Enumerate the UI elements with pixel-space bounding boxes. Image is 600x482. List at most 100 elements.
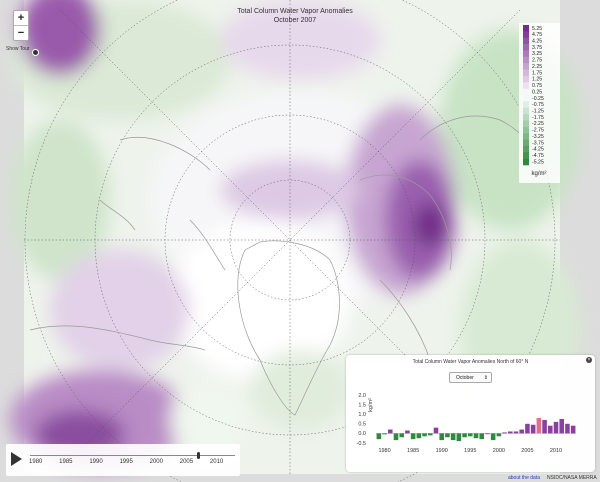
anomaly-bar[interactable] [433, 427, 439, 434]
tour-toggle-icon[interactable] [32, 49, 39, 56]
x-tick-label: 1985 [407, 448, 419, 454]
anomaly-bar[interactable] [513, 431, 519, 434]
y-tick-label: -0.5 [357, 441, 366, 447]
legend-label: 4.75 [532, 32, 542, 38]
legend-swatch [523, 63, 529, 70]
legend-swatch [523, 56, 529, 64]
legend-swatch [523, 158, 529, 166]
x-tick-label: 2010 [550, 448, 562, 454]
credit-text: NSIDC/NASA MERRA [547, 475, 597, 481]
anomaly-bar[interactable] [428, 433, 433, 436]
coastlines [29, 115, 546, 416]
anomaly-bar[interactable] [490, 433, 496, 441]
x-tick-label: 2000 [493, 448, 505, 454]
anomaly-bar[interactable] [485, 433, 490, 435]
legend-swatch [523, 114, 529, 121]
anomaly-bar[interactable] [502, 432, 507, 434]
legend-label: 2.25 [532, 64, 542, 70]
anomaly-bar[interactable] [548, 425, 553, 434]
close-icon[interactable]: × [586, 357, 592, 363]
color-legend: 5.254.754.253.753.252.752.251.751.250.75… [519, 23, 560, 183]
map-title-block: Total Column Water Vapor Anomalies Octob… [160, 7, 430, 25]
month-select-value: October [456, 375, 474, 381]
anomaly-bar[interactable] [410, 433, 416, 440]
legend-swatch [523, 107, 529, 115]
map-subtitle: October 2007 [273, 17, 317, 24]
anomaly-bar[interactable] [473, 433, 479, 439]
anomaly-bar[interactable] [416, 433, 422, 439]
map-title: Total Column Water Vapor Anomalies [237, 8, 353, 15]
anomaly-bar[interactable] [496, 433, 502, 437]
anomaly-bar[interactable] [536, 418, 542, 434]
legend-swatch [523, 126, 529, 134]
anomaly-bar[interactable] [553, 421, 559, 434]
anomaly-bar[interactable] [525, 423, 530, 434]
anomaly-bar[interactable] [422, 433, 427, 437]
legend-label: 4.25 [532, 39, 542, 45]
anomaly-bar[interactable] [405, 430, 410, 434]
anomaly-bar[interactable] [570, 425, 576, 434]
legend-label: -5.25 [532, 159, 544, 165]
legend-unit: kg/m² [531, 171, 547, 177]
anomaly-bar[interactable] [565, 423, 570, 434]
zoom-out-button[interactable]: − [17, 27, 25, 39]
y-axis-label: kg/m² [368, 398, 374, 412]
play-icon[interactable] [11, 452, 22, 466]
anomaly-bar[interactable] [508, 431, 513, 434]
anomaly-bar[interactable] [462, 433, 467, 438]
show-tour-link[interactable]: Show Tour [6, 46, 30, 52]
legend-label: -1.75 [532, 115, 544, 121]
legend-label: 5.25 [532, 26, 542, 32]
legend-label: -0.25 [532, 96, 544, 102]
anomaly-bar[interactable] [445, 433, 450, 438]
anomaly-bar[interactable] [388, 429, 393, 434]
month-select[interactable]: October ⇕ [449, 372, 492, 383]
anomaly-bar[interactable] [439, 433, 444, 441]
anomaly-bar[interactable] [376, 433, 382, 440]
legend-swatch [523, 31, 529, 39]
zoom-in-button[interactable]: + [14, 11, 28, 26]
legend-label: 0.75 [532, 83, 542, 89]
timeline-year-label: 1990 [89, 459, 103, 465]
legend-label: 1.25 [532, 77, 542, 83]
anomaly-bar[interactable] [519, 429, 524, 434]
timeline-year-label: 1995 [119, 459, 133, 465]
legend-swatch [523, 37, 529, 45]
legend-swatch [523, 120, 529, 128]
timeline: 1980 1985 1990 1995 2000 2005 2010 [6, 444, 240, 476]
anomaly-bar[interactable] [530, 424, 536, 434]
legend-swatch [523, 69, 529, 77]
anomaly-bar[interactable] [456, 433, 462, 442]
y-tick-label: 0.0 [358, 431, 366, 437]
about-data-link[interactable]: about the data [508, 475, 540, 481]
timeline-year-label: 1980 [29, 459, 43, 465]
anomaly-bar[interactable] [399, 433, 404, 438]
legend-label: -4.75 [532, 153, 544, 159]
anomaly-bar[interactable] [559, 419, 564, 434]
zoom-control: + − [13, 10, 29, 41]
anomaly-bar[interactable] [479, 433, 484, 440]
anomaly-bar[interactable] [450, 433, 456, 441]
legend-swatch [523, 44, 529, 51]
y-tick-label: 0.5 [358, 422, 366, 428]
timeline-year-label: 2005 [179, 459, 194, 465]
legend-swatch [523, 82, 529, 89]
x-tick-label: 2005 [521, 448, 533, 454]
legend-label: -1.25 [532, 109, 544, 115]
anomaly-bar[interactable] [468, 433, 473, 437]
legend-swatch [523, 95, 529, 102]
timeline-track[interactable] [30, 455, 235, 456]
legend-label: -4.25 [532, 147, 544, 153]
legend-label: 2.75 [532, 58, 542, 64]
timeline-year-label: 2010 [209, 459, 224, 465]
timeline-year-label: 2000 [149, 459, 163, 465]
graticule [24, 0, 560, 482]
timeline-thumb[interactable] [197, 452, 201, 459]
x-tick-label: 1995 [464, 448, 476, 454]
anomaly-bar[interactable] [542, 419, 547, 434]
anomaly-bar[interactable] [393, 433, 399, 441]
legend-swatch [523, 25, 529, 32]
y-tick-label: 2.0 [358, 393, 366, 399]
anomaly-bar[interactable] [382, 433, 387, 435]
anomaly-bar-chart: 2.0 1.5 1.0 0.5 0.0 -0.5 kg/m² 1980 1985 1990 1995… [357, 393, 576, 454]
